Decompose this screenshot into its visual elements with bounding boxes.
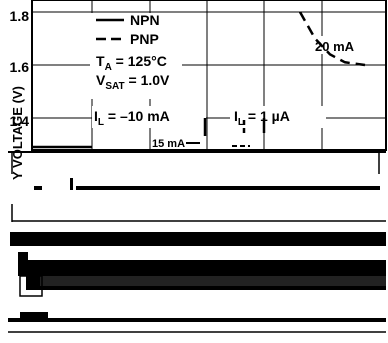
series-line-pnp-20-ma <box>298 11 366 67</box>
series-layer <box>298 11 366 67</box>
annotation-il-left: IL = –10 mA <box>94 108 170 128</box>
annotation-20ma: 20 mA <box>315 39 355 54</box>
legend-condition-ta: TA = 125°C <box>96 53 167 73</box>
legend-condition-vsat: VSAT = 1.0V <box>96 72 170 92</box>
y-tick-label: 1.8 <box>10 8 30 24</box>
label-20ma-bg <box>313 36 359 54</box>
legend-box <box>90 13 182 99</box>
annotation-partial-15ma: 15 mA <box>152 138 185 150</box>
annotation-il-right: IL = 1 µA <box>234 108 290 128</box>
legend-label-pnp: PNP <box>130 31 159 47</box>
plot-frame <box>31 0 387 151</box>
label-il-left-bg <box>92 106 206 128</box>
y-tick-label: 1.6 <box>10 59 30 75</box>
legend-label-npn: NPN <box>130 12 160 28</box>
label-il-right-bg <box>230 106 326 128</box>
gridlines <box>33 1 386 150</box>
y-tick-label: 1.4 <box>10 113 30 129</box>
y-axis-label: Y VOLTAGE (V) <box>10 86 25 180</box>
corrupted-scan-region <box>8 151 386 333</box>
